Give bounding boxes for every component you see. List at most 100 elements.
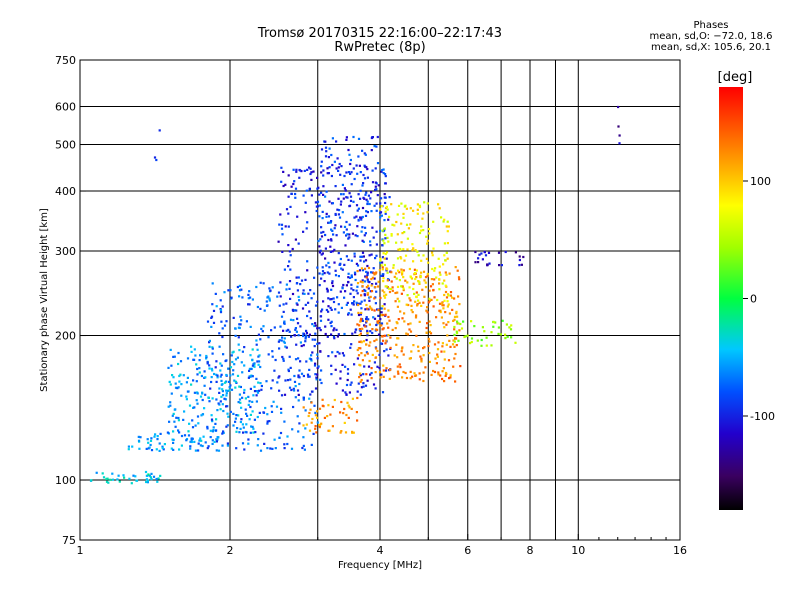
data-point	[387, 354, 390, 357]
data-point	[309, 393, 312, 396]
data-point	[363, 260, 366, 263]
data-point	[337, 252, 340, 255]
data-point	[423, 279, 426, 282]
data-point	[293, 389, 296, 392]
data-point	[205, 354, 208, 358]
data-point	[320, 422, 323, 425]
data-point	[105, 477, 108, 480]
data-point	[214, 292, 217, 295]
data-point	[305, 334, 308, 337]
data-point	[310, 354, 313, 357]
data-point	[294, 327, 297, 330]
data-point	[243, 391, 246, 394]
data-point	[329, 321, 332, 325]
data-point	[351, 302, 354, 305]
data-point	[163, 443, 166, 446]
data-point	[432, 305, 435, 308]
data-point	[366, 168, 369, 171]
data-point	[249, 387, 252, 390]
data-point	[349, 162, 352, 166]
data-point	[413, 372, 416, 375]
data-point	[385, 205, 388, 208]
data-point	[327, 404, 330, 407]
data-point	[367, 287, 370, 290]
data-point	[424, 276, 428, 279]
data-point	[338, 263, 341, 266]
data-point	[197, 442, 200, 445]
data-point	[331, 405, 334, 408]
data-point	[326, 172, 329, 175]
data-point	[361, 319, 364, 322]
data-point	[339, 173, 342, 176]
data-point	[375, 209, 378, 212]
data-point	[381, 261, 384, 264]
data-point	[173, 408, 176, 411]
data-point	[224, 359, 227, 363]
data-point	[444, 290, 448, 294]
data-point	[351, 430, 354, 433]
data-point	[313, 324, 316, 328]
data-point	[211, 420, 214, 423]
data-point	[490, 344, 493, 347]
data-point	[343, 332, 346, 336]
data-point	[426, 275, 429, 278]
data-point	[252, 394, 255, 397]
data-point	[366, 293, 369, 296]
data-point	[220, 320, 223, 323]
data-point	[219, 309, 223, 312]
data-point	[161, 445, 164, 448]
data-point	[244, 397, 247, 400]
data-point	[384, 182, 387, 185]
data-point	[216, 409, 219, 412]
data-point	[249, 325, 252, 328]
data-point	[247, 403, 250, 406]
data-point	[249, 413, 252, 416]
data-point	[369, 271, 373, 274]
data-point	[431, 283, 434, 286]
data-point	[314, 387, 318, 390]
data-point	[300, 170, 303, 173]
data-point	[382, 239, 385, 242]
data-point	[420, 229, 423, 232]
data-point	[432, 220, 435, 223]
data-point	[373, 361, 376, 364]
data-point	[374, 371, 377, 374]
data-point	[351, 397, 354, 400]
data-point	[425, 326, 428, 330]
data-point	[195, 380, 198, 383]
data-point	[237, 401, 240, 404]
data-point	[111, 478, 114, 481]
data-point	[273, 369, 276, 372]
data-point	[215, 418, 218, 421]
data-point	[353, 271, 357, 274]
data-point	[202, 435, 205, 438]
data-point	[303, 292, 306, 295]
data-point	[404, 279, 407, 282]
data-point	[382, 172, 385, 175]
data-point	[321, 273, 324, 276]
data-point	[199, 444, 202, 447]
data-point	[412, 344, 415, 347]
data-point	[242, 426, 245, 429]
data-point	[342, 412, 345, 415]
data-point	[359, 255, 362, 258]
data-point	[375, 290, 378, 293]
data-point	[441, 282, 444, 285]
data-point	[448, 272, 451, 275]
data-point	[261, 330, 264, 333]
data-point	[162, 448, 165, 451]
data-point	[294, 396, 297, 399]
data-point	[210, 418, 214, 421]
data-point	[297, 334, 300, 337]
data-point	[378, 367, 381, 370]
data-point	[297, 375, 300, 379]
data-point	[499, 333, 502, 336]
data-point	[309, 167, 312, 170]
data-point	[172, 355, 175, 358]
data-point	[413, 272, 417, 275]
data-point	[504, 333, 507, 336]
data-point	[340, 225, 343, 228]
data-point	[441, 377, 444, 381]
data-point	[348, 406, 351, 409]
